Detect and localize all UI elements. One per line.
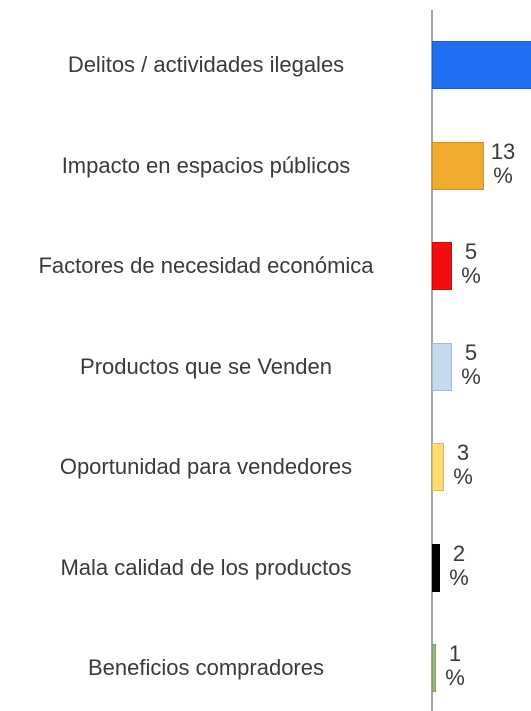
data-label: 1 % [445, 641, 465, 690]
bar [432, 41, 531, 89]
bar [432, 443, 444, 491]
bar [432, 242, 452, 290]
bar [432, 342, 452, 391]
category-label: Factores de necesidad económica [38, 253, 374, 278]
bar [432, 543, 440, 592]
category-label: Productos que se Venden [80, 353, 332, 379]
data-label: 5 % [461, 239, 481, 288]
category-label: Mala calidad de los productos [60, 554, 352, 580]
category-label: Impacto en espacios públicos [61, 152, 351, 178]
bar [432, 644, 436, 692]
data-label: 2 % [449, 540, 469, 590]
category-label: Beneficios compradores [87, 655, 324, 680]
category-label: Oportunidad para vendedores [59, 454, 353, 479]
data-label: 3 % [453, 440, 473, 489]
category-label: Delitos / actividades ilegales [67, 52, 345, 77]
data-label: 5 % [461, 339, 481, 389]
bar [432, 141, 484, 190]
data-label: 13 % [490, 138, 516, 188]
